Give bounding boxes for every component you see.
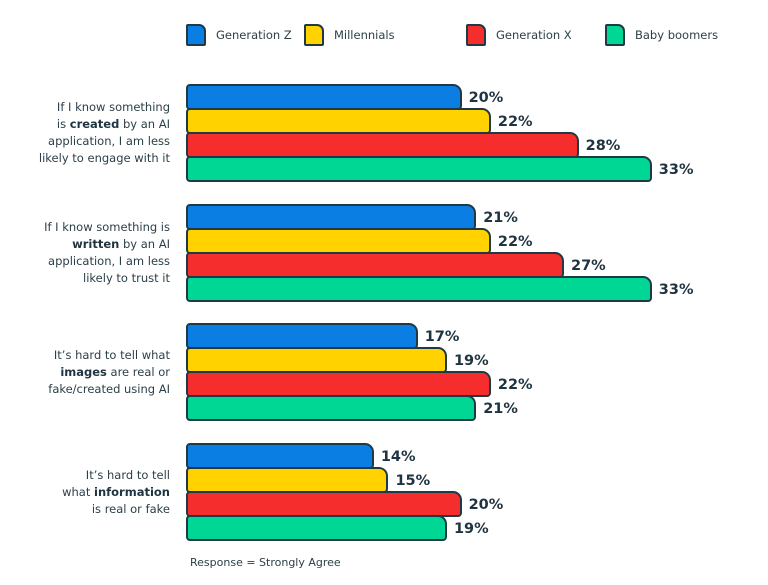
data-label: 14% bbox=[380, 449, 416, 465]
bar bbox=[186, 467, 389, 493]
legend-label: Baby boomers bbox=[635, 28, 719, 42]
legend-label: Generation X bbox=[496, 28, 572, 42]
bar bbox=[186, 276, 652, 302]
data-label: 20% bbox=[468, 90, 504, 106]
data-label: 19% bbox=[453, 521, 489, 537]
bar bbox=[186, 132, 579, 158]
bar bbox=[186, 228, 491, 254]
data-label: 28% bbox=[585, 138, 621, 154]
bar bbox=[186, 323, 418, 349]
legend-swatch bbox=[605, 24, 625, 46]
category-label: If I know something is created by an AI ap… bbox=[38, 100, 170, 165]
data-label: 20% bbox=[468, 497, 504, 513]
bar bbox=[186, 204, 477, 230]
bar bbox=[186, 108, 491, 134]
legend-swatch bbox=[466, 24, 486, 46]
legend-item: Millennials bbox=[304, 22, 395, 48]
bar bbox=[186, 515, 447, 541]
bar bbox=[186, 156, 652, 182]
bar bbox=[186, 491, 462, 517]
data-label: 22% bbox=[497, 234, 533, 250]
data-label: 33% bbox=[658, 162, 694, 178]
data-label: 22% bbox=[497, 114, 533, 130]
bar bbox=[186, 443, 374, 469]
data-label: 22% bbox=[497, 377, 533, 393]
legend-item: Generation X bbox=[466, 22, 572, 48]
legend-label: Generation Z bbox=[216, 28, 292, 42]
bar bbox=[186, 252, 564, 278]
data-label: 19% bbox=[453, 353, 489, 369]
legend-swatch bbox=[186, 24, 206, 46]
category-label: It’s hard to tell what information is real… bbox=[62, 467, 170, 516]
bar bbox=[186, 84, 462, 110]
bar bbox=[186, 395, 477, 421]
category-label: If I know something is written by an AI ap… bbox=[44, 220, 170, 285]
legend-swatch bbox=[304, 24, 324, 46]
data-label: 15% bbox=[395, 473, 431, 489]
data-label: 21% bbox=[483, 401, 518, 417]
data-label: 33% bbox=[658, 282, 694, 298]
bar bbox=[186, 347, 447, 373]
data-label: 21% bbox=[483, 210, 518, 226]
legend-label: Millennials bbox=[334, 28, 395, 42]
legend-item: Generation Z bbox=[186, 22, 292, 48]
bar bbox=[186, 371, 491, 397]
legend-item: Baby boomers bbox=[605, 22, 718, 48]
category-label: It’s hard to tell what images are real or… bbox=[48, 347, 170, 396]
footnote: Response = Strongly Agree bbox=[190, 556, 341, 569]
data-label: 27% bbox=[571, 258, 606, 274]
data-label: 17% bbox=[424, 329, 460, 345]
